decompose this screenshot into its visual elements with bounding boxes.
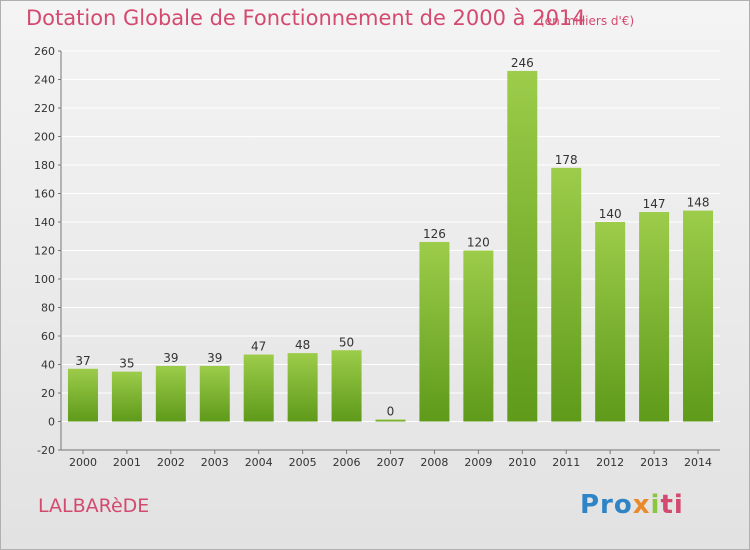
x-tick-label: 2011	[552, 456, 580, 469]
axes	[58, 50, 720, 454]
x-tick-labels: 2000 2001 2002 2003 2004 2005 2006 2007 2008 2009…	[69, 456, 712, 469]
x-tick-label: 2004	[245, 456, 273, 469]
data-label: 47	[251, 340, 266, 354]
x-tick-label: 2006	[333, 456, 361, 469]
x-tick-label: 2000	[69, 456, 97, 469]
y-tick-label: 60	[41, 330, 55, 343]
y-tick-label: 220	[34, 102, 55, 115]
data-label: 147	[643, 197, 666, 211]
data-label: 37	[75, 354, 90, 368]
data-label: 0	[387, 405, 395, 419]
y-tick-label: 80	[41, 302, 55, 315]
bar-2008	[419, 241, 450, 422]
x-tick-label: 2009	[464, 456, 492, 469]
y-tick-label: 140	[34, 216, 55, 229]
x-tick-label: 2014	[684, 456, 712, 469]
bar-2011	[551, 167, 582, 422]
commune-name: LALBARèDE	[38, 495, 150, 517]
y-tick-label: 100	[34, 273, 55, 286]
bar-2002	[155, 365, 186, 422]
bar-2009	[463, 250, 494, 422]
bar-2006	[331, 350, 362, 422]
y-tick-label: 40	[41, 359, 55, 372]
y-tick-label: 120	[34, 245, 55, 258]
data-label: 140	[599, 207, 622, 221]
data-label: 126	[423, 227, 446, 241]
y-tick-labels: -20 0 20 40 60 80 100 120 140 160 180 200 220 240 260	[34, 45, 55, 457]
y-tick-label: 260	[34, 45, 55, 58]
x-tick-label: 2002	[157, 456, 185, 469]
chart-title: Dotation Globale de Fonctionnement de 20…	[26, 6, 586, 30]
bar-2005	[287, 353, 318, 422]
data-label: 246	[511, 56, 534, 70]
x-tick-label: 2013	[640, 456, 668, 469]
y-tick-label: 160	[34, 188, 55, 201]
data-label: 148	[687, 196, 710, 210]
bar-2000	[67, 368, 98, 422]
y-tick-label: 240	[34, 74, 55, 87]
x-tick-label: 2010	[508, 456, 536, 469]
x-tick-label: 2008	[420, 456, 448, 469]
y-tick-label: 20	[41, 387, 55, 400]
bar-2014	[683, 210, 714, 422]
data-label: 48	[295, 338, 310, 352]
y-tick-label: 200	[34, 131, 55, 144]
y-tick-label: 180	[34, 159, 55, 172]
bar-2010	[507, 70, 538, 422]
bar-2012	[595, 222, 626, 422]
x-tick-label: 2003	[201, 456, 229, 469]
data-label: 50	[339, 335, 354, 349]
bar-2007	[375, 419, 406, 422]
bars	[67, 70, 714, 422]
data-label: 120	[467, 236, 490, 250]
data-label: 178	[555, 153, 578, 167]
chart-subtitle: (en milliers d'€)	[540, 14, 635, 28]
x-tick-label: 2012	[596, 456, 624, 469]
data-label: 39	[207, 351, 222, 365]
data-labels: 37 35 39 39 47 48 50 0 126 120 246 178 140 147 148	[75, 56, 709, 419]
data-label: 39	[163, 351, 178, 365]
y-tick-label: -20	[37, 444, 55, 457]
bar-2003	[199, 365, 230, 422]
y-tick-label: 0	[48, 416, 55, 429]
bar-2001	[111, 371, 142, 422]
x-tick-label: 2001	[113, 456, 141, 469]
bar-2013	[639, 212, 670, 422]
x-tick-label: 2007	[377, 456, 405, 469]
bar-2004	[243, 354, 274, 422]
x-tick-label: 2005	[289, 456, 317, 469]
proxiti-logo: Proxiti	[580, 490, 684, 520]
data-label: 35	[119, 357, 134, 371]
